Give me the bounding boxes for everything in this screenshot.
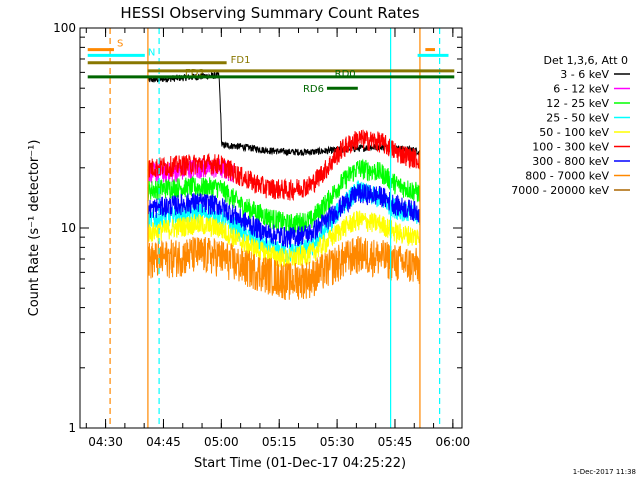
legend-entry-label: 800 - 7000 keV — [525, 170, 609, 183]
data-layer: S N FD1 FD2 RD0 RD6 — [87, 28, 455, 428]
x-tick-label: 06:00 — [436, 435, 471, 449]
footer-timestamp: 1-Dec-2017 11:38 — [573, 468, 636, 476]
flag-n-label: N — [148, 47, 155, 58]
series-100-300kev-line — [147, 129, 421, 202]
x-tick-label: 05:15 — [262, 435, 297, 449]
flag-fd1-label: FD1 — [231, 55, 251, 66]
legend-entry-label: 3 - 6 keV — [560, 68, 609, 81]
y-tick-label: 100 — [53, 21, 76, 35]
y-axis-label: Count Rate (s⁻¹ detector⁻¹) — [27, 140, 42, 317]
x-tick-label: 05:45 — [378, 435, 413, 449]
legend-title: Det 1,3,6, Att 0 — [544, 54, 628, 67]
x-tick-label: 04:30 — [88, 435, 123, 449]
series-3-6kev-line — [147, 71, 421, 157]
series-800-7000kev-line — [147, 236, 421, 301]
legend-entry-label: 300 - 800 keV — [532, 155, 609, 168]
legend-entry-label: 100 - 300 keV — [532, 141, 609, 154]
series-300-800kev-line — [147, 183, 421, 248]
flag-rd0-label: RD0 — [335, 69, 356, 80]
y-tick-label: 1 — [68, 421, 76, 435]
chart-title: HESSI Observing Summary Count Rates — [120, 4, 419, 22]
x-tick-label: 05:30 — [320, 435, 355, 449]
legend-entry-label: 6 - 12 keV — [553, 83, 609, 96]
flag-s-label: S — [117, 39, 123, 50]
axes-layer: 1 10 100 04:30 04:45 05:00 05:15 05:30 05:45 06:0… — [53, 21, 470, 449]
legend-entry-label: 12 - 25 keV — [546, 97, 609, 110]
x-axis-label: Start Time (01-Dec-17 04:25:22) — [194, 456, 406, 471]
y-tick-label: 10 — [61, 221, 76, 235]
x-tick-label: 05:00 — [204, 435, 239, 449]
series-12-25kev-line — [147, 158, 421, 235]
legend-entry-label: 7000 - 20000 keV — [511, 184, 609, 197]
legend-entry-label: 50 - 100 keV — [539, 126, 609, 139]
legend-entry-label: 25 - 50 keV — [546, 112, 609, 125]
flag-rd6-label: RD6 — [303, 84, 324, 95]
flag-fd2-label: FD2 — [185, 68, 205, 79]
x-tick-label: 04:45 — [146, 435, 181, 449]
